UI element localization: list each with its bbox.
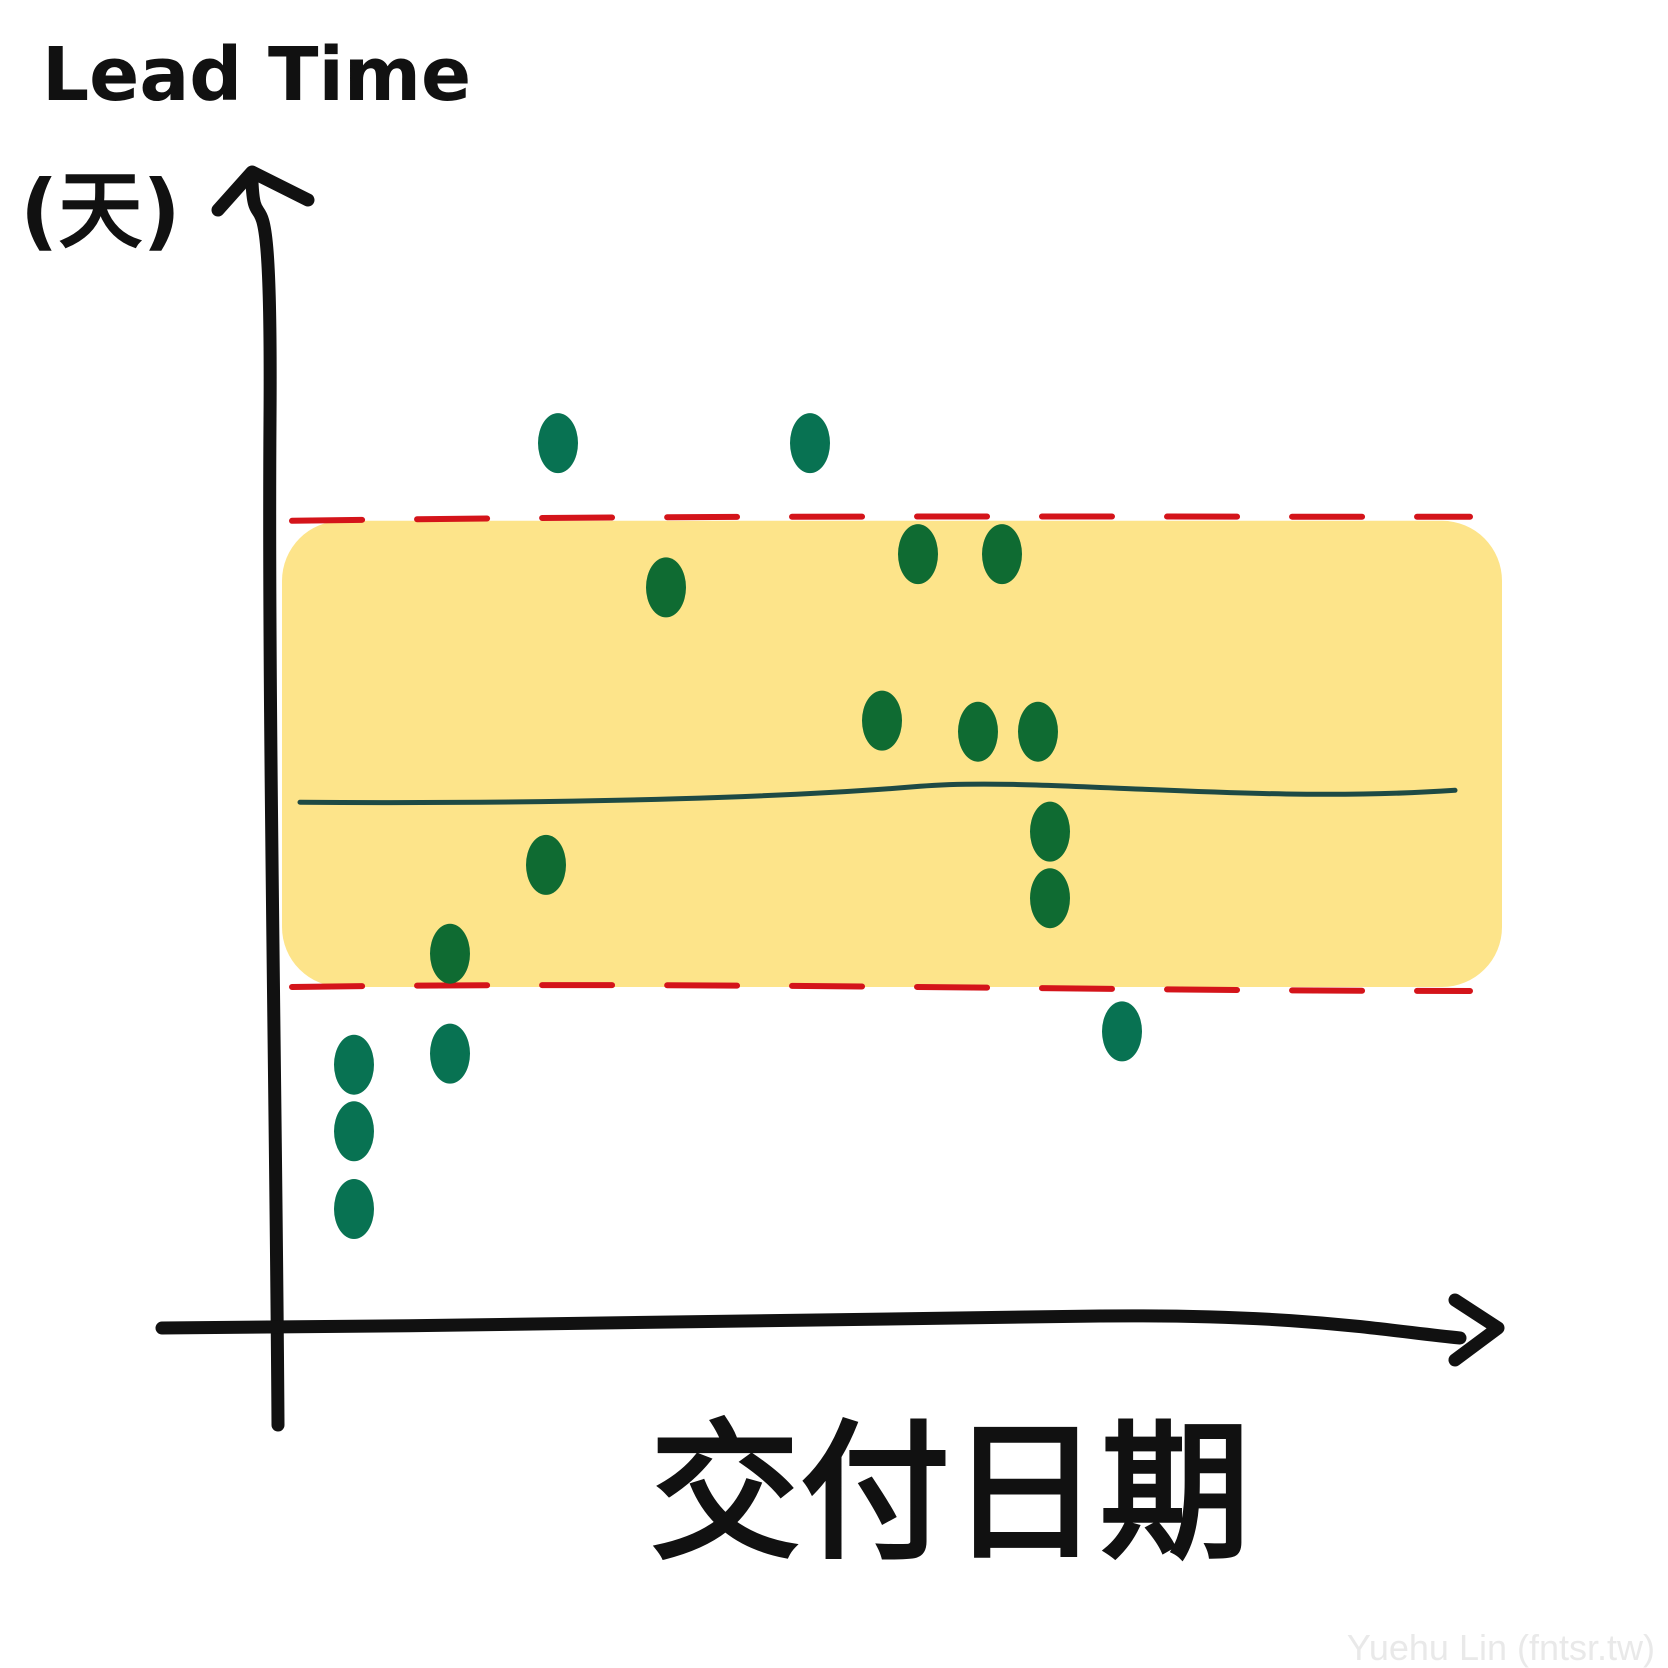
mean-line-layer bbox=[297, 781, 1458, 806]
data-point bbox=[334, 1101, 374, 1162]
x-axis-line bbox=[155, 1309, 1467, 1345]
control-limits-layer bbox=[289, 513, 1473, 994]
data-point bbox=[1030, 801, 1070, 862]
data-point bbox=[646, 557, 686, 618]
data-point bbox=[862, 690, 902, 751]
data-point bbox=[334, 1179, 374, 1239]
data-points-layer bbox=[334, 413, 1142, 1239]
y-axis-line bbox=[245, 175, 285, 1432]
data-point bbox=[334, 1034, 374, 1095]
data-point bbox=[430, 923, 470, 984]
control-limit-upper bbox=[289, 513, 1473, 524]
x-axis-arrow bbox=[1448, 1293, 1505, 1367]
data-point bbox=[790, 413, 830, 474]
data-point bbox=[1018, 701, 1058, 762]
x-axis-label: 交付日期 bbox=[650, 1407, 1250, 1581]
data-point bbox=[430, 1023, 470, 1084]
data-point bbox=[1102, 1001, 1142, 1062]
stability-band-layer bbox=[282, 520, 1502, 987]
data-point bbox=[526, 834, 566, 895]
data-point bbox=[958, 701, 998, 762]
y-axis-label-line2: (天) bbox=[20, 162, 181, 260]
data-point bbox=[898, 524, 938, 585]
axes-layer bbox=[155, 165, 1505, 1432]
data-point bbox=[538, 413, 578, 474]
y-axis-label-line1: Lead Time bbox=[42, 32, 471, 118]
mean-line bbox=[297, 781, 1458, 806]
watermark: Yuehu Lin (fntsr.tw) bbox=[1347, 1627, 1655, 1668]
data-point bbox=[1030, 868, 1070, 929]
stability-band bbox=[282, 520, 1502, 987]
y-axis-arrow bbox=[211, 165, 315, 217]
control-limit-lower bbox=[289, 982, 1473, 994]
data-point bbox=[982, 524, 1022, 585]
